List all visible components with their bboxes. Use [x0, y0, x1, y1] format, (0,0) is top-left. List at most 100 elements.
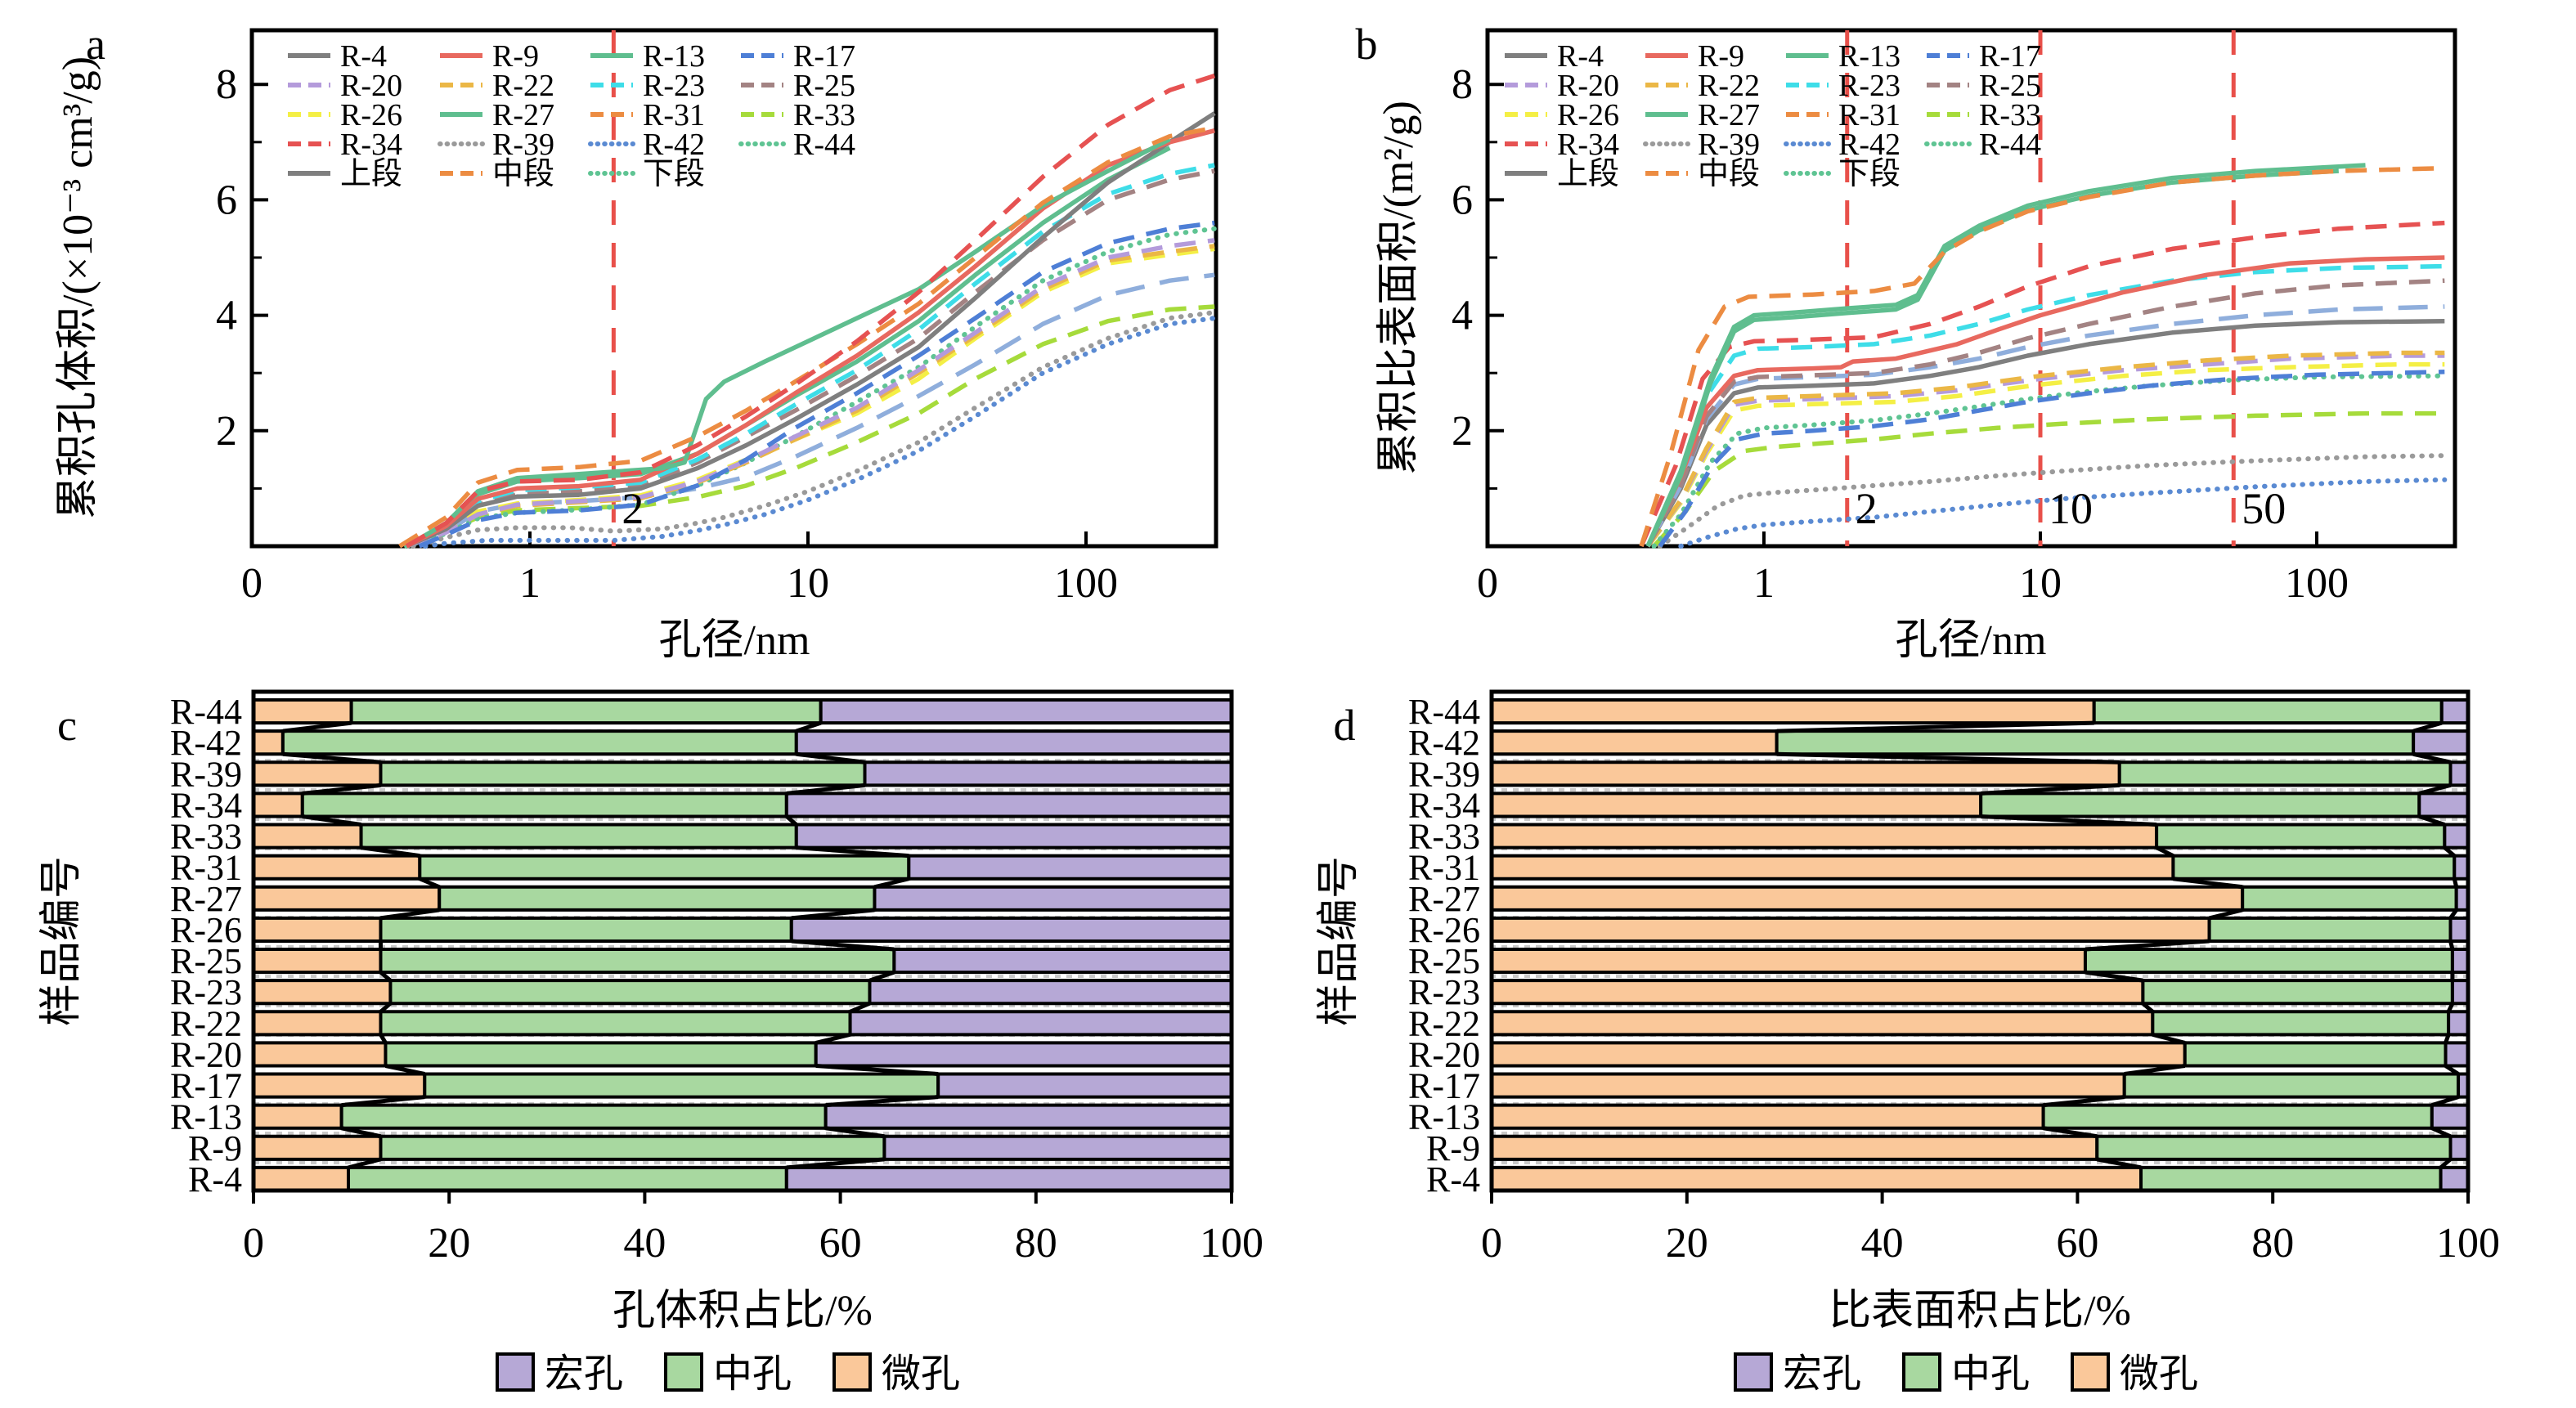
bar-segment-微孔: [252, 791, 304, 818]
bar-connector: [791, 939, 895, 952]
bar-segment-微孔: [252, 698, 353, 725]
x-tick-label: 60: [819, 1220, 862, 1267]
legend-label: R-27: [492, 98, 554, 132]
bar-row-R-25: [252, 948, 1233, 975]
legend-item-中孔: 中孔: [664, 1352, 792, 1396]
legend-item-R-17: R-17: [741, 39, 855, 74]
y-axis-title-c: 样品编号: [38, 856, 85, 1026]
bar-row-R-33: [1490, 823, 2470, 850]
bar-connector: [282, 720, 352, 733]
legend-item-上段: 上段: [1505, 157, 1619, 191]
bar-row-R-9: [1490, 1134, 2471, 1161]
x-tick-label: 0: [243, 1220, 264, 1267]
bar-segment-中孔: [359, 823, 798, 850]
row-gap-strip: [254, 816, 1232, 825]
legend-swatch: [1734, 1352, 1773, 1392]
sample-label-R-13: R-13: [170, 1097, 242, 1137]
bar-segment-微孔: [252, 1134, 383, 1161]
bar-segment-宏孔: [784, 791, 1233, 818]
row-gap-strip: [254, 847, 1232, 856]
panel-letter-c: c: [57, 701, 77, 750]
series-R-17-b: [1658, 370, 2445, 548]
bar-connector: [2444, 1064, 2460, 1076]
bar-segment-宏孔: [814, 1041, 1233, 1068]
legend-item-R-27: R-27: [1645, 98, 1760, 132]
bar-connector: [2085, 939, 2210, 952]
bar-connector: [825, 1095, 939, 1108]
bar-segment-中孔: [2083, 948, 2454, 975]
bar-segment-宏孔: [936, 1072, 1233, 1099]
legend-item-R-20: R-20: [288, 69, 402, 103]
bar-segment-微孔: [1490, 854, 2175, 881]
bar-segment-宏孔: [2450, 979, 2470, 1006]
bar-connector: [2418, 782, 2452, 796]
legend-item-下段: 下段: [1784, 157, 1901, 191]
y-axis-title-a: 累积孔体积/(×10⁻³ cm³/g): [55, 56, 101, 519]
bar-row-R-42: [252, 729, 1233, 756]
bar-segment-宏孔: [2448, 916, 2471, 943]
legend-item-R-42: R-42: [588, 128, 705, 162]
bar-segment-微孔: [252, 823, 363, 850]
plot-frame-a: [249, 28, 1218, 549]
row-gap-strip: [1492, 878, 2468, 887]
bar-connector: [815, 1064, 939, 1076]
legend-item-中段: 中段: [1645, 157, 1760, 191]
bar-segment-宏孔: [784, 1165, 1233, 1192]
y-tick-label: 8: [216, 61, 237, 108]
series-R-42-b: [1678, 477, 2448, 549]
bar-segment-中孔: [379, 1010, 852, 1037]
legend-label: R-9: [1698, 39, 1744, 74]
bar-connector: [379, 971, 393, 983]
legend-item-R-44: R-44: [1924, 128, 2041, 162]
bar-segment-微孔: [1490, 1103, 2045, 1130]
legend-label: R-31: [1838, 98, 1901, 132]
series-unlabeled-steelblue-b: [1645, 304, 2445, 548]
bar-segment-中孔: [1979, 791, 2421, 818]
bar-segment-微孔: [1490, 760, 2121, 787]
bar-connector: [868, 970, 895, 983]
bar-segment-宏孔: [2412, 729, 2470, 756]
bar-connector: [2124, 1064, 2186, 1076]
plot-frame-d: [1489, 689, 2471, 1193]
sample-label-R-34: R-34: [170, 785, 242, 825]
series-R-31-b: [1639, 165, 2445, 547]
legend-label: 中孔: [713, 1352, 792, 1396]
legend-item-R-25: R-25: [741, 69, 855, 103]
bar-segment-宏孔: [873, 885, 1233, 912]
legend-item-R-33: R-33: [1927, 98, 2041, 132]
bar-segment-中孔: [2241, 885, 2458, 912]
panel-c: R-44R-42R-39R-34R-33R-31R-27R-26R-25R-23…: [38, 689, 1263, 1396]
legend-item-R-4: R-4: [1505, 39, 1604, 74]
bar-segment-中孔: [2207, 916, 2453, 943]
series-R-33-a: [406, 304, 1215, 549]
legend-label: R-42: [1838, 128, 1901, 162]
legend-swatch: [1902, 1352, 1941, 1392]
bar-segment-中孔: [2095, 1134, 2453, 1161]
bar-connector: [2446, 1002, 2455, 1013]
bar-segment-微孔: [1490, 729, 1779, 756]
bar-segment-宏孔: [794, 823, 1233, 850]
bar-connector: [2444, 1034, 2451, 1044]
bar-segment-中孔: [379, 1134, 886, 1161]
bar-segment-微孔: [252, 1103, 343, 1130]
sample-label-R-33: R-33: [1408, 817, 1480, 857]
row-gap-strip: [254, 754, 1232, 763]
sample-label-R-25: R-25: [1408, 941, 1480, 981]
sample-label-R-17: R-17: [170, 1066, 242, 1106]
sample-label-R-26: R-26: [1408, 910, 1480, 950]
bar-segment-微孔: [1490, 948, 2087, 975]
panel-d: R-44R-42R-39R-34R-33R-31R-27R-26R-25R-23…: [1316, 689, 2500, 1396]
series-R-20-b: [1645, 353, 2445, 548]
panel-letter-a: a: [86, 20, 105, 69]
y-tick-label: 6: [216, 177, 237, 223]
y-tick-label: 8: [1452, 61, 1473, 108]
bar-connector: [302, 814, 361, 827]
legend-item-R-34: R-34: [1505, 128, 1619, 162]
y-tick-label: 4: [1452, 293, 1473, 339]
legend-swatch: [496, 1352, 535, 1392]
plot-frame-b: [1485, 28, 2457, 549]
bar-row-R-4: [1490, 1165, 2471, 1192]
series-unlabeled-steelblue-a: [406, 272, 1215, 549]
bar-row-R-27: [1490, 885, 2471, 912]
